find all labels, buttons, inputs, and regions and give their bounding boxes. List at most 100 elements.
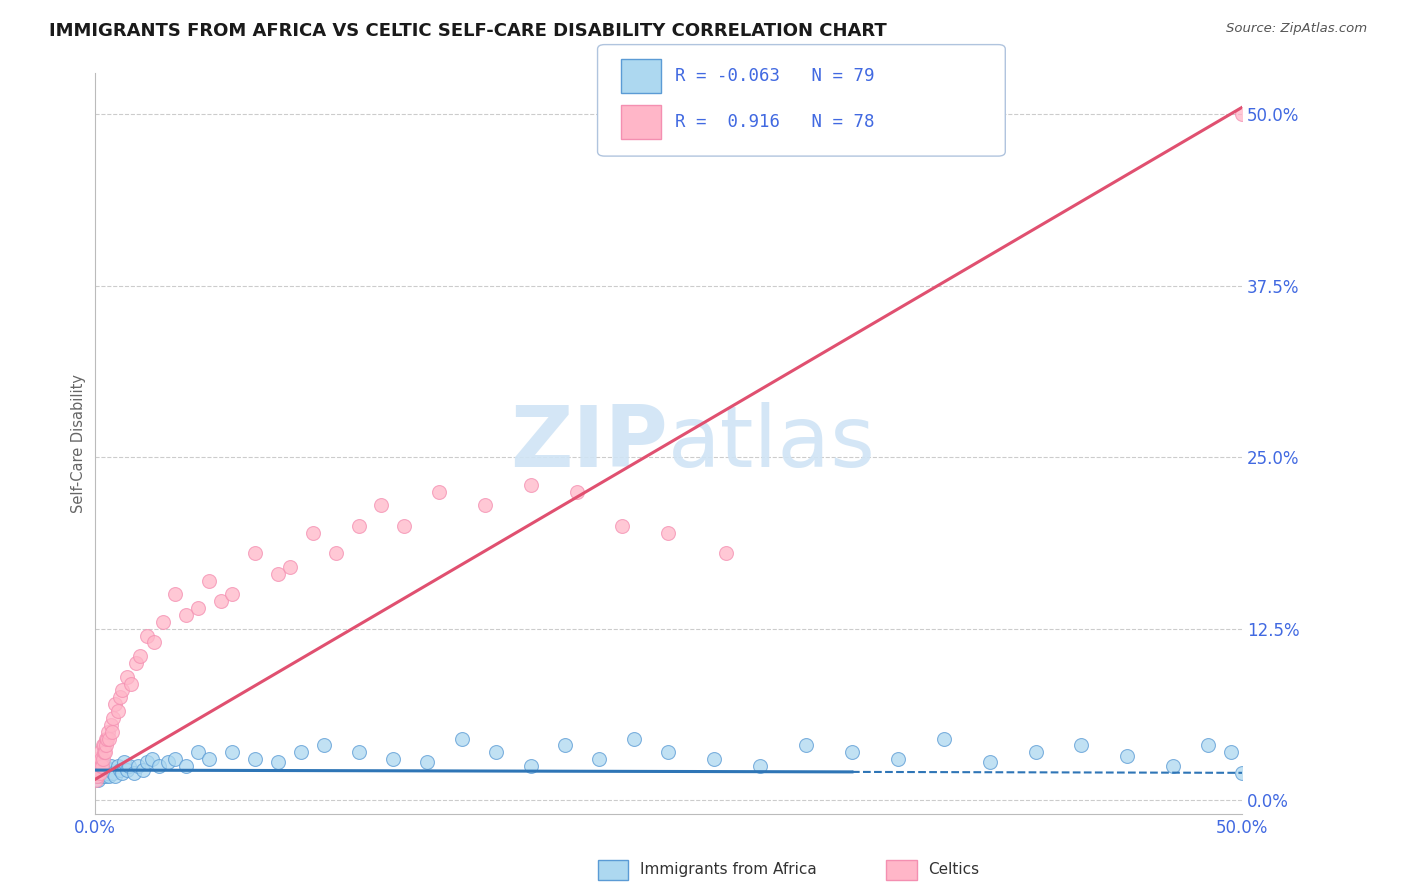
Point <box>1070 739 1092 753</box>
Point <box>86 768 108 782</box>
Point <box>97 724 120 739</box>
Point <box>94 745 117 759</box>
Point <box>932 731 955 746</box>
Text: ZIP: ZIP <box>510 402 668 485</box>
Point <box>209 594 232 608</box>
Point <box>136 629 159 643</box>
Point <box>84 765 107 780</box>
Point <box>132 763 155 777</box>
Point <box>221 745 243 759</box>
Point <box>84 772 107 787</box>
Point <box>90 759 112 773</box>
Point <box>176 759 198 773</box>
Point <box>143 635 166 649</box>
Point <box>115 670 138 684</box>
Point <box>163 587 186 601</box>
Point <box>93 739 115 753</box>
Point <box>245 752 267 766</box>
Point <box>89 765 111 780</box>
Point <box>87 763 110 777</box>
Point <box>98 768 121 782</box>
Point <box>104 768 127 782</box>
Point <box>108 763 131 777</box>
Point <box>87 752 110 766</box>
Text: Celtics: Celtics <box>928 863 979 877</box>
Point <box>104 697 127 711</box>
Point <box>1230 107 1253 121</box>
Point <box>111 683 134 698</box>
Point <box>1230 765 1253 780</box>
Point <box>612 518 634 533</box>
Text: R =  0.916   N = 78: R = 0.916 N = 78 <box>675 113 875 131</box>
Point <box>267 566 290 581</box>
Point <box>485 745 508 759</box>
Point <box>97 762 120 776</box>
Point <box>141 752 163 766</box>
Point <box>1197 739 1219 753</box>
Point <box>657 745 679 759</box>
Point <box>887 752 910 766</box>
Point <box>129 649 152 664</box>
Point <box>93 745 115 759</box>
Point <box>86 768 108 782</box>
Point <box>394 518 416 533</box>
Point <box>108 690 131 705</box>
Point <box>86 763 108 777</box>
Point <box>416 755 439 769</box>
Point <box>100 759 122 773</box>
Point <box>90 759 112 773</box>
Point <box>98 731 121 746</box>
Point <box>325 546 347 560</box>
Point <box>1116 749 1139 764</box>
Point <box>187 601 209 615</box>
Point <box>347 518 370 533</box>
Point <box>703 752 725 766</box>
Point <box>198 752 221 766</box>
Point <box>474 498 496 512</box>
Point <box>101 724 124 739</box>
Point <box>100 718 122 732</box>
Point <box>89 765 111 780</box>
Point <box>450 731 472 746</box>
Point <box>94 739 117 753</box>
Point <box>111 765 134 780</box>
Point <box>86 759 108 773</box>
Point <box>565 484 588 499</box>
Point <box>554 739 576 753</box>
Point <box>623 731 645 746</box>
Point <box>91 739 114 753</box>
Point <box>86 759 108 773</box>
Point <box>221 587 243 601</box>
Point <box>163 752 186 766</box>
Point <box>1161 759 1184 773</box>
Point <box>90 752 112 766</box>
Point <box>156 755 179 769</box>
Text: IMMIGRANTS FROM AFRICA VS CELTIC SELF-CARE DISABILITY CORRELATION CHART: IMMIGRANTS FROM AFRICA VS CELTIC SELF-CA… <box>49 22 887 40</box>
Point <box>125 656 148 670</box>
Point <box>1219 745 1241 759</box>
Text: R = -0.063   N = 79: R = -0.063 N = 79 <box>675 67 875 85</box>
Point <box>245 546 267 560</box>
Point <box>290 745 312 759</box>
Point <box>714 546 737 560</box>
Point <box>107 704 129 718</box>
Point <box>301 525 323 540</box>
Point <box>96 731 118 746</box>
Point <box>187 745 209 759</box>
Point <box>381 752 404 766</box>
Point <box>94 731 117 746</box>
Point <box>96 765 118 780</box>
Point <box>89 755 111 769</box>
Point <box>749 759 772 773</box>
Y-axis label: Self-Care Disability: Self-Care Disability <box>72 374 86 513</box>
Point <box>267 755 290 769</box>
Point <box>90 765 112 780</box>
Point <box>519 477 541 491</box>
Point <box>115 763 138 777</box>
Point <box>198 574 221 588</box>
Text: Immigrants from Africa: Immigrants from Africa <box>640 863 817 877</box>
Point <box>89 768 111 782</box>
Point <box>347 745 370 759</box>
Text: atlas: atlas <box>668 402 876 485</box>
Point <box>148 759 170 773</box>
